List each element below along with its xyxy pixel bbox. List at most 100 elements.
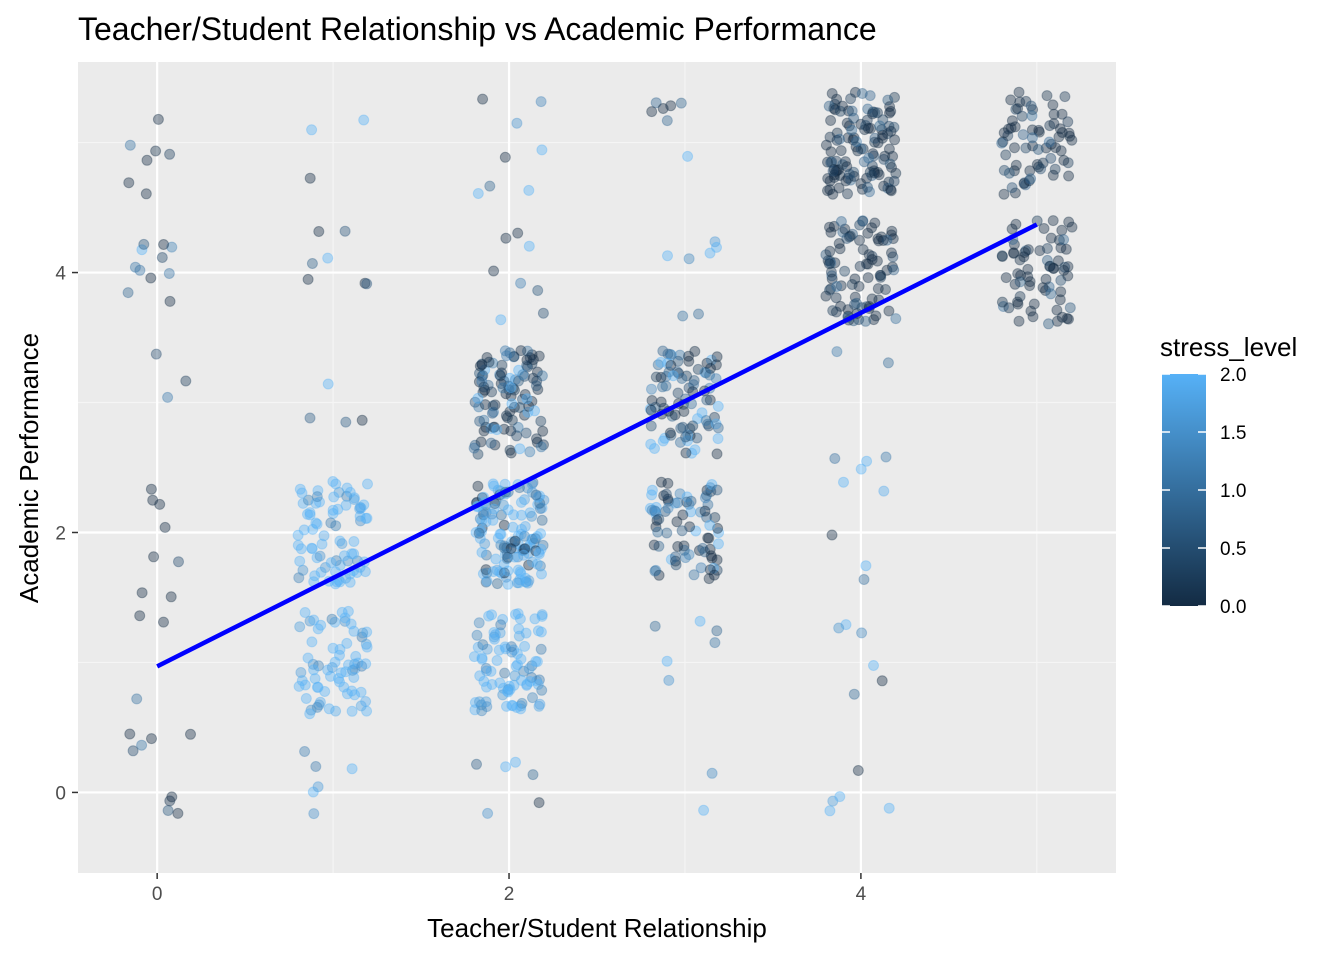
data-point	[868, 150, 880, 162]
data-point	[348, 536, 360, 547]
data-point	[511, 577, 523, 589]
data-point	[508, 351, 520, 363]
data-point	[1044, 260, 1056, 272]
data-point	[140, 188, 152, 200]
data-point	[829, 104, 841, 116]
data-point	[704, 519, 716, 531]
data-point	[998, 188, 1010, 200]
data-point	[1043, 281, 1055, 293]
data-point	[507, 382, 519, 394]
data-point	[474, 532, 486, 544]
data-point	[1066, 221, 1078, 233]
data-point	[329, 616, 341, 628]
data-point	[855, 143, 867, 155]
data-point	[825, 157, 837, 168]
data-point	[536, 370, 548, 382]
data-point	[1008, 239, 1020, 250]
data-point	[1008, 247, 1020, 259]
y-tick-label: 4	[55, 264, 66, 285]
data-point	[833, 238, 845, 249]
data-point	[644, 502, 656, 514]
data-point	[471, 758, 482, 770]
data-point	[502, 565, 514, 577]
data-point	[660, 370, 672, 382]
data-point	[312, 681, 324, 693]
data-point	[477, 93, 489, 105]
data-point	[664, 427, 676, 439]
data-point	[878, 485, 890, 497]
x-axis-title: Teacher/Student Relationship	[427, 913, 767, 943]
data-point	[847, 134, 859, 146]
data-point	[708, 569, 720, 581]
data-point	[877, 129, 889, 141]
data-point	[348, 492, 360, 504]
data-point	[312, 623, 324, 635]
data-point	[504, 444, 516, 456]
data-point	[704, 543, 716, 555]
data-point	[848, 166, 860, 178]
data-point	[515, 700, 527, 712]
data-point	[658, 490, 670, 502]
data-point	[521, 360, 533, 372]
data-point	[505, 641, 517, 653]
data-point	[487, 357, 499, 369]
data-point	[325, 557, 337, 569]
data-point	[699, 546, 711, 558]
data-point	[500, 571, 512, 583]
data-point	[701, 484, 713, 496]
data-point	[835, 216, 847, 227]
data-point	[508, 509, 519, 521]
data-point	[295, 667, 307, 678]
data-point	[506, 646, 518, 658]
data-point	[883, 143, 895, 155]
data-point	[867, 108, 878, 120]
data-point	[649, 443, 660, 454]
data-point	[522, 361, 534, 373]
data-point	[1003, 123, 1014, 135]
data-point	[527, 354, 539, 366]
data-point	[480, 564, 492, 576]
data-point	[297, 564, 309, 576]
data-point	[164, 295, 176, 307]
data-point	[507, 521, 519, 533]
data-point	[661, 655, 673, 667]
data-point	[488, 421, 500, 433]
data-point	[684, 423, 696, 435]
data-point	[676, 525, 688, 537]
data-point	[869, 132, 881, 144]
data-point	[1045, 232, 1057, 244]
data-point	[500, 761, 512, 773]
data-point	[487, 566, 499, 578]
data-point	[886, 225, 898, 237]
data-point	[1055, 286, 1067, 298]
data-point	[515, 703, 527, 715]
data-point	[834, 133, 845, 145]
data-point	[684, 521, 696, 533]
data-point	[335, 667, 347, 679]
data-point	[672, 497, 684, 509]
data-point	[316, 538, 328, 550]
data-point	[156, 252, 168, 263]
data-point	[846, 279, 858, 290]
data-point	[1044, 120, 1056, 132]
data-point	[1010, 218, 1022, 230]
data-point	[496, 367, 508, 379]
data-point	[676, 373, 688, 384]
data-point	[1020, 142, 1032, 154]
data-point	[520, 576, 532, 588]
data-point	[875, 270, 887, 281]
data-point	[855, 178, 867, 190]
data-point	[704, 369, 716, 381]
data-point	[334, 535, 346, 547]
data-point	[318, 530, 330, 542]
data-point	[827, 165, 839, 177]
data-point	[299, 607, 311, 618]
data-point	[129, 261, 141, 273]
data-point	[650, 508, 662, 520]
data-point	[1015, 269, 1027, 281]
data-point	[477, 568, 489, 580]
data-point	[848, 688, 860, 700]
data-point	[857, 215, 869, 227]
data-point	[674, 488, 686, 500]
